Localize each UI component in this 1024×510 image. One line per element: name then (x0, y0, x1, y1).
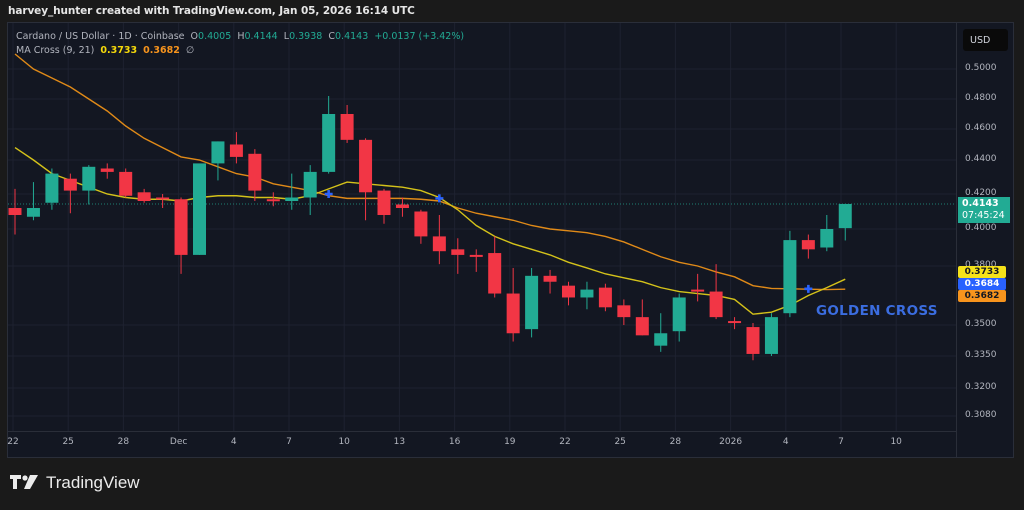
price-tick: 0.4800 (965, 93, 997, 103)
bar-countdown: 07:45:24 (962, 210, 1005, 221)
time-tick: 10 (890, 437, 902, 447)
tradingview-logo-icon (10, 475, 38, 489)
time-tick: 28 (669, 437, 682, 447)
brand-name: TradingView (46, 473, 140, 492)
last-price-badge: 0.4143 07:45:24 (958, 197, 1010, 223)
price-tick: 0.3800 (965, 260, 997, 270)
price-tick: 0.5000 (965, 63, 997, 73)
ma-price-badge: 0.3733 (958, 266, 1006, 278)
price-tick: 0.4400 (965, 154, 997, 164)
indicator-title[interactable]: MA Cross (9, 21) (16, 45, 95, 56)
price-tick: 0.3500 (965, 319, 997, 329)
time-tick: 4 (230, 437, 237, 447)
time-tick: 2026 (719, 437, 743, 447)
change-value: +0.0137 (+3.42%) (374, 31, 465, 42)
time-tick: 4 (782, 437, 789, 447)
ma-price-badge: 0.3684 (958, 278, 1006, 290)
tradingview-logo: TradingView (10, 473, 140, 493)
symbol-title[interactable]: Cardano / US Dollar · 1D · Coinbase (16, 31, 185, 42)
ma-price-badge: 0.3682 (958, 290, 1006, 302)
time-tick: 16 (448, 437, 461, 447)
golden-cross-annotation: GOLDEN CROSS (816, 303, 938, 320)
ma-fast-value: 0.3733 (100, 45, 138, 56)
price-tick: 0.3200 (965, 382, 997, 392)
time-tick: 19 (504, 437, 516, 447)
chart-plot-area[interactable]: Cardano / US Dollar · 1D · Coinbase O0.4… (8, 23, 956, 431)
low-value: 0.3938 (289, 31, 323, 42)
open-value: 0.4005 (198, 31, 232, 42)
time-tick: 13 (393, 437, 406, 447)
close-value: 0.4143 (335, 31, 369, 42)
time-tick: 22 (7, 437, 19, 447)
indicator-hidden-icon[interactable]: ∅ (185, 45, 195, 56)
candlestick-chart (8, 23, 956, 431)
ma-slow-value: 0.3682 (143, 45, 180, 56)
indicator-legend: MA Cross (9, 21) 0.3733 0.3682 ∅ (16, 45, 194, 56)
time-tick: 25 (614, 437, 626, 447)
price-tick: 0.3350 (965, 350, 997, 360)
price-axis[interactable]: 0.5000 0.4800 0.4600 0.4400 0.4200 0.4000 0.38… (956, 23, 1015, 457)
time-axis[interactable]: 22 25 28 Dec 4 7 10 13 16 19 22 25 28 2026 4 7 10 (7, 431, 956, 458)
price-tick: 0.4200 (965, 188, 997, 198)
symbol-legend: Cardano / US Dollar · 1D · Coinbase O0.4… (16, 31, 465, 42)
time-tick: Dec (169, 437, 188, 447)
chart-frame: Cardano / US Dollar · 1D · Coinbase O0.4… (7, 22, 1014, 458)
time-tick: 22 (559, 437, 571, 447)
price-tick: 0.3080 (965, 410, 997, 420)
time-tick: 10 (338, 437, 350, 447)
time-tick: 7 (286, 437, 292, 447)
currency-button[interactable]: USD (963, 29, 1008, 51)
time-tick: 25 (62, 437, 74, 447)
chart-credit: harvey_hunter created with TradingView.c… (8, 5, 415, 17)
high-value: 0.4144 (244, 31, 278, 42)
price-tick: 0.4000 (965, 223, 997, 233)
time-tick: 28 (117, 437, 130, 447)
time-tick: 7 (838, 437, 844, 447)
price-tick: 0.4600 (965, 123, 997, 133)
